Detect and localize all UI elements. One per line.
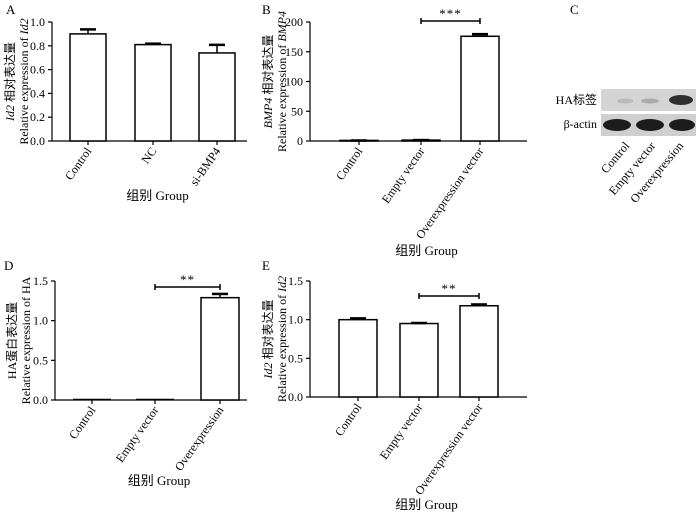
y-tick-label: 100 <box>285 75 303 89</box>
y-tick-label: 0.0 <box>288 390 303 404</box>
y-tick-label: 1.0 <box>33 314 48 328</box>
y-tick-label: 1.0 <box>288 313 303 327</box>
bar <box>399 322 439 398</box>
error-bar-cap <box>413 138 429 142</box>
x-axis-label: 组别 Group <box>128 473 190 488</box>
panel-label-b: B <box>262 2 271 17</box>
bar <box>338 318 378 398</box>
chart-b: 0 50 100 150 200 Control Empty vectorOverexpre… <box>261 6 527 258</box>
category-label: Empty vector <box>379 145 428 206</box>
category-label: Empty vector <box>377 401 426 462</box>
bar <box>460 35 500 142</box>
category-label: si-BMP4 <box>187 145 223 189</box>
y-tick-label: 0.0 <box>33 393 48 407</box>
category-label: Control <box>66 403 99 442</box>
error-bar-cap <box>145 42 161 45</box>
chart-e: 0.0 0.5 1.0 1.5 Control Empty vectorOverexpre… <box>261 274 527 512</box>
bar <box>134 43 172 142</box>
y-tick-label: 50 <box>291 104 303 118</box>
x-axis-label: 组别 Group <box>395 243 457 258</box>
error-bar-cap <box>350 317 366 320</box>
blot-row-label-actin: β-actin <box>564 117 597 131</box>
y-tick-label: 1.0 <box>30 15 45 29</box>
blot-band-actin-control <box>603 119 631 131</box>
chart-d: 0.0 0.5 1.0 1.5 Control Empty vector Overexpre… <box>4 272 247 488</box>
bar <box>198 52 236 142</box>
category-label: Control <box>332 400 365 439</box>
y-tick-label: 0.4 <box>30 86 45 100</box>
bar <box>200 296 240 401</box>
significance-marker: *** <box>439 6 462 21</box>
category-label: Control <box>62 144 95 183</box>
category-label: Overexpression vector <box>413 145 487 242</box>
y-axis-label: Id2 相对表达量Relative expression of Id2 <box>261 276 289 402</box>
y-axis-label: BMP4 相对表达量Relative expression of BMP4 <box>261 11 289 152</box>
blot-band-ha-overexpression <box>669 95 693 105</box>
y-tick-label: 0.8 <box>30 39 45 53</box>
y-tick-label: 0.2 <box>30 110 45 124</box>
y-tick-label: 0.5 <box>33 353 48 367</box>
y-tick-label: 200 <box>285 15 303 29</box>
panel-label-d: D <box>4 258 13 273</box>
significance-marker: ** <box>442 281 457 296</box>
error-bar-cap <box>351 139 367 142</box>
y-tick-label: 1.5 <box>33 274 48 288</box>
y-tick-label: 1.5 <box>288 274 303 288</box>
panel-label-a: A <box>6 2 16 17</box>
x-axis-label: 组别 Group <box>126 188 188 203</box>
y-tick-label: 0.6 <box>30 63 45 77</box>
error-bar-cap <box>212 292 228 296</box>
western-blot: HA标签 β-actin Control Empty vector Overex… <box>556 89 696 206</box>
chart-a: 0.0 0.2 0.4 0.6 0.8 1.0 Control NC si-BMP4 Id2 相对… <box>3 15 247 203</box>
category-label: Control <box>333 144 366 183</box>
category-label: Overexpression <box>172 404 227 474</box>
panel-label-e: E <box>262 258 270 273</box>
error-bar-cap <box>472 32 488 36</box>
y-axis-label: HA蛋白表达量Relative expression of HA <box>4 276 33 404</box>
panel-label-c: C <box>570 2 579 17</box>
bar <box>459 304 499 398</box>
error-bar-cap <box>471 303 487 306</box>
x-axis-label: 组别 Group <box>395 497 457 512</box>
bar <box>69 33 107 142</box>
y-tick-label: 0 <box>297 134 303 148</box>
category-label: Empty vector <box>113 404 162 465</box>
significance-marker: ** <box>180 272 195 287</box>
error-bar-cap <box>411 321 427 325</box>
category-label: Overexpression vector <box>412 401 486 498</box>
blot-band-ha-empty <box>641 98 659 104</box>
category-label: NC <box>138 145 159 167</box>
y-tick-label: 0.0 <box>30 134 45 148</box>
y-tick-label: 0.5 <box>288 351 303 365</box>
blot-band-actin-empty <box>636 119 664 131</box>
error-bar-cap <box>80 28 96 31</box>
y-tick-label: 150 <box>285 45 303 59</box>
blot-band-ha-control <box>617 98 633 104</box>
y-axis-label: Id2 相对表达量Relative expression of Id2 <box>3 18 31 144</box>
blot-row-label-ha: HA标签 <box>556 92 597 107</box>
error-bar-cap <box>209 43 225 47</box>
blot-band-actin-overexpression <box>669 119 695 131</box>
